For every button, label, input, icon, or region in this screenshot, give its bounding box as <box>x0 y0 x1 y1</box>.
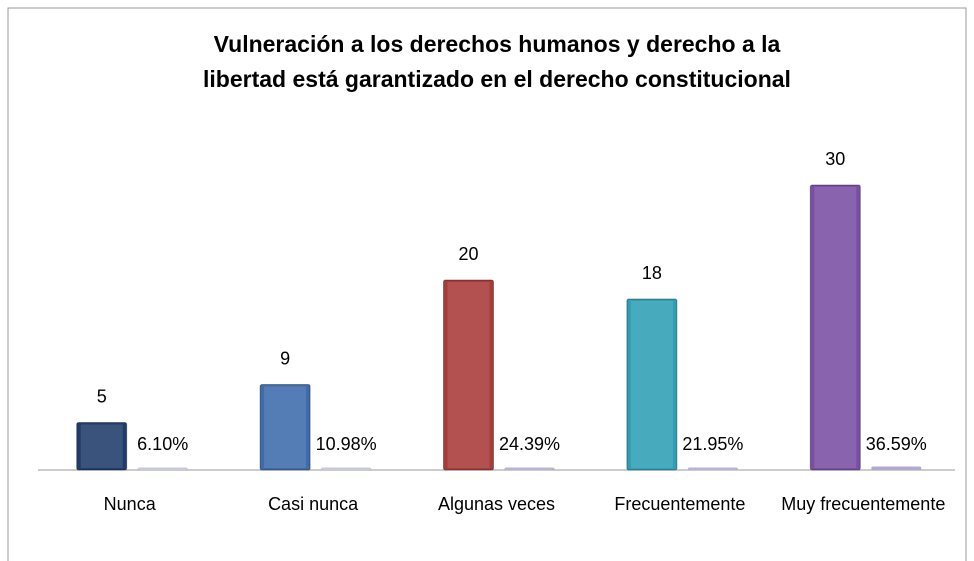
chart-frame <box>7 7 967 561</box>
data-label: 21.95% <box>682 434 743 454</box>
data-label: 10.98% <box>316 434 377 454</box>
data-label: 18 <box>642 263 662 283</box>
data-label: 36.59% <box>866 434 927 454</box>
bar-highlight <box>630 301 673 468</box>
bar-highlight <box>80 424 123 468</box>
bar-highlight <box>447 282 490 468</box>
x-tick-label: Casi nunca <box>268 494 359 514</box>
x-tick-label: Frecuentemente <box>614 494 746 514</box>
bar <box>626 298 678 471</box>
bar <box>321 467 372 470</box>
bar <box>809 184 861 471</box>
data-label: 6.10% <box>137 434 188 454</box>
bar <box>871 466 922 470</box>
data-label: 30 <box>825 149 845 169</box>
data-label: 5 <box>97 387 107 407</box>
bar <box>76 422 128 471</box>
bar <box>137 467 188 470</box>
data-label: 20 <box>458 244 478 264</box>
bar <box>504 467 555 470</box>
bar-highlight <box>264 386 307 468</box>
x-tick-label: Nunca <box>103 494 156 514</box>
x-tick-label: Algunas veces <box>437 494 556 514</box>
bar-highlight <box>814 187 857 468</box>
bar <box>687 467 738 470</box>
bar <box>259 384 311 471</box>
bar <box>443 279 494 471</box>
chart-title: Vulneración a los derechos humanos y der… <box>214 31 781 57</box>
data-label: 9 <box>280 349 290 369</box>
data-label: 24.39% <box>499 434 560 454</box>
chart-title: libertad está garantizado en el derecho … <box>203 66 791 92</box>
x-tick-label: Muy frecuentemente <box>781 494 946 514</box>
